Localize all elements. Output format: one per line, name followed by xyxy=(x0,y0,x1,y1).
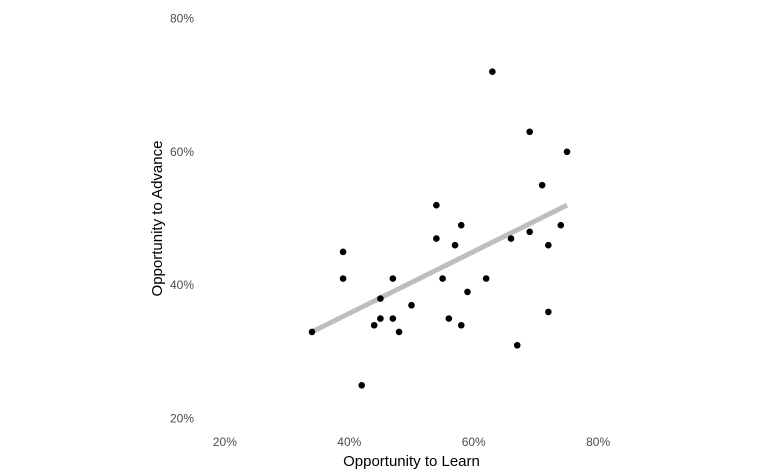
data-point xyxy=(377,315,384,322)
data-point xyxy=(389,275,397,282)
data-point xyxy=(433,201,440,209)
y-tick-label: 80% xyxy=(170,11,194,25)
y-tick-label: 20% xyxy=(170,412,194,426)
data-point xyxy=(513,341,521,349)
data-point xyxy=(339,248,347,256)
data-point xyxy=(557,221,565,229)
data-point xyxy=(507,235,515,242)
data-point xyxy=(457,221,465,229)
data-point xyxy=(377,295,384,302)
data-point xyxy=(389,315,397,322)
data-point xyxy=(563,148,571,156)
data-point xyxy=(370,321,378,329)
y-axis-ticks: 20% 40% 60% 80% xyxy=(170,11,194,425)
data-point xyxy=(482,275,490,282)
y-tick-label: 60% xyxy=(170,145,194,159)
data-point xyxy=(339,275,347,282)
data-point xyxy=(408,301,415,309)
trend-layer xyxy=(310,202,569,335)
data-point xyxy=(538,181,546,189)
data-point xyxy=(358,381,366,389)
y-tick-label: 40% xyxy=(170,278,194,292)
y-axis-title: Opportunity to Advance xyxy=(149,141,166,297)
data-point xyxy=(545,308,552,316)
x-tick-label: 60% xyxy=(462,435,486,449)
data-point xyxy=(445,315,453,322)
data-point xyxy=(395,328,403,336)
x-axis-ticks: 20% 40% 60% 80% xyxy=(213,435,611,449)
data-point xyxy=(457,321,465,329)
data-point xyxy=(526,128,533,136)
data-point xyxy=(545,241,552,249)
points-layer xyxy=(308,68,571,389)
x-tick-label: 40% xyxy=(337,435,361,449)
data-point xyxy=(489,68,496,76)
data-point xyxy=(308,328,316,336)
data-point xyxy=(464,288,471,296)
data-point xyxy=(526,228,533,236)
data-point xyxy=(439,275,446,282)
x-axis-title: Opportunity to Learn xyxy=(343,453,480,470)
x-tick-label: 20% xyxy=(213,435,237,449)
trend-line xyxy=(310,202,569,335)
x-tick-label: 80% xyxy=(586,435,610,449)
data-point xyxy=(451,241,459,249)
data-point xyxy=(433,235,440,242)
